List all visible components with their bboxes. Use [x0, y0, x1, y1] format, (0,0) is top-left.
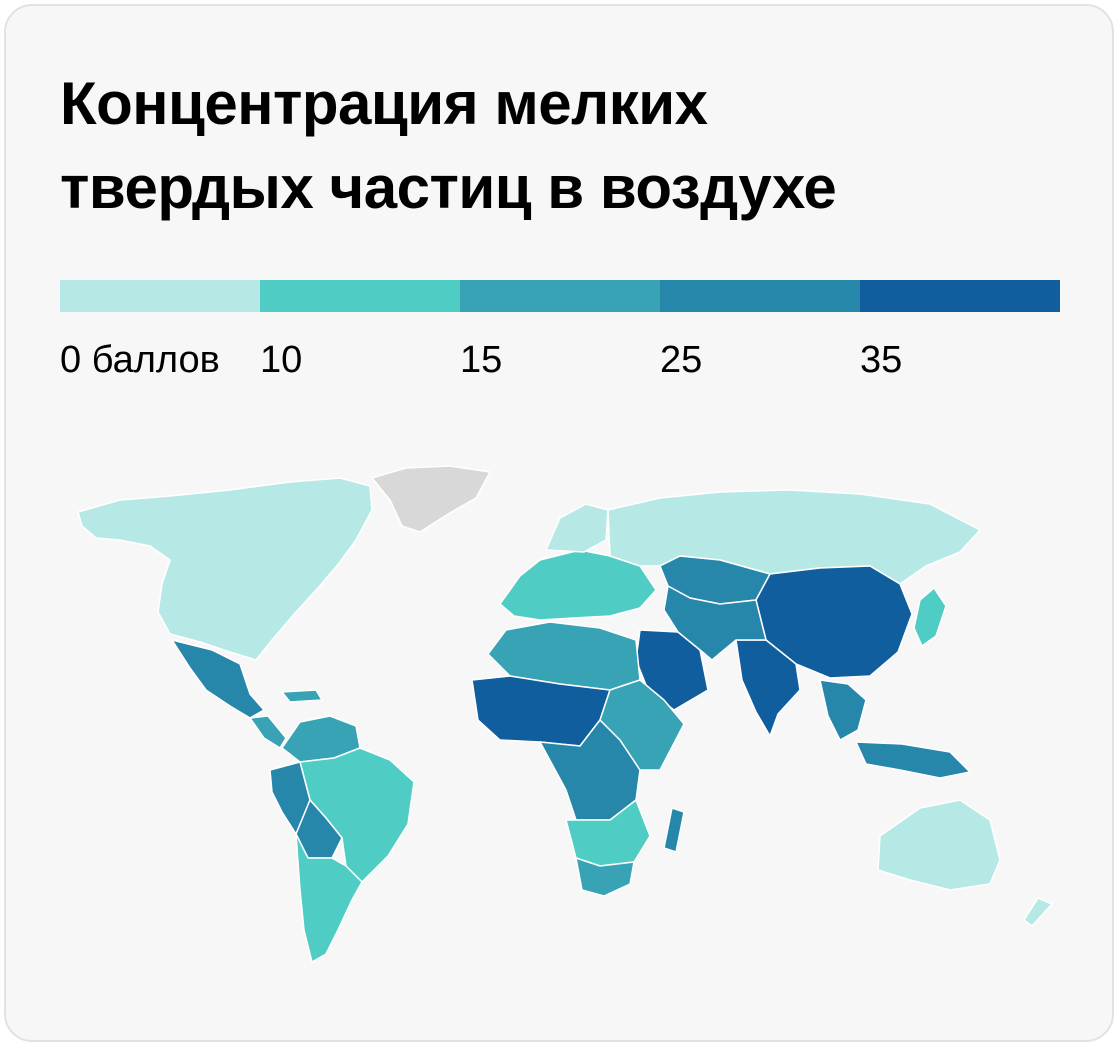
region-australia — [878, 800, 1000, 890]
legend-label-0: 0 баллов — [60, 338, 220, 382]
region-madagascar — [664, 808, 684, 852]
region-southeast-asia — [820, 680, 866, 740]
legend-swatch-2 — [460, 280, 660, 312]
region-caribbean — [282, 690, 322, 702]
region-new-zealand — [1024, 898, 1052, 926]
region-scandinavia — [546, 504, 608, 552]
legend-label-2: 15 — [460, 338, 502, 382]
legend-labels: 0 баллов 10 15 25 35 — [60, 338, 1060, 382]
region-indonesia — [856, 742, 970, 778]
legend-swatch-3 — [660, 280, 860, 312]
region-greenland — [372, 466, 490, 532]
legend-swatch-4 — [860, 280, 1060, 312]
map-title: Концентрация мелких твердых частиц в воз… — [60, 62, 1060, 230]
legend-label-1: 10 — [260, 338, 302, 382]
legend-label-3: 25 — [660, 338, 702, 382]
legend-bar — [60, 280, 1060, 312]
legend-swatch-0 — [60, 280, 260, 312]
world-map — [60, 462, 1060, 972]
region-north-america — [78, 478, 372, 660]
region-japan — [914, 588, 946, 646]
legend-swatch-1 — [260, 280, 460, 312]
legend-label-4: 35 — [860, 338, 902, 382]
region-central-america — [250, 716, 286, 748]
